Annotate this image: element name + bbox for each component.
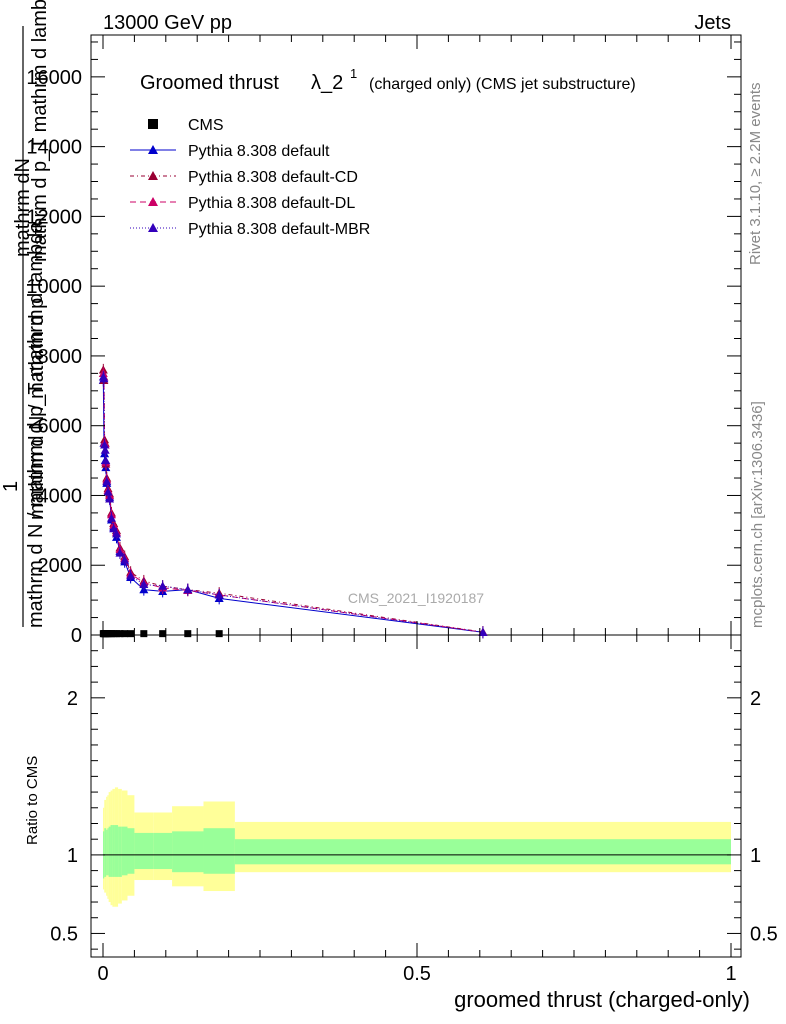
- main-panel: [98, 363, 488, 639]
- series-point: [115, 548, 125, 557]
- ratio-band-inner: [108, 826, 111, 877]
- series-point: [101, 456, 111, 465]
- legend-label: Pythia 8.308 default-CD: [188, 169, 358, 186]
- legend: CMS Pythia 8.308 default Pythia 8.308 defa…: [130, 117, 370, 238]
- y-tick-label: 4000: [38, 485, 83, 507]
- series-point: [112, 529, 122, 538]
- series-point: [158, 581, 168, 590]
- series-point: [100, 440, 110, 449]
- ratio-tick-label-right: 1: [750, 845, 761, 867]
- ratio-band-inner: [234, 839, 731, 865]
- series-point: [102, 477, 112, 486]
- y-label-one: 1: [0, 481, 22, 492]
- ratio-band-inner: [114, 825, 119, 877]
- series-point: [120, 555, 130, 564]
- title-superscript: 1: [350, 66, 357, 81]
- cms-data-point: [215, 630, 223, 638]
- y-tick-label: 16000: [26, 67, 82, 89]
- series-point: [106, 513, 116, 522]
- series-point: [105, 494, 115, 503]
- y-tick-label: 12000: [26, 206, 82, 228]
- ratio-plot-frame: [90, 634, 742, 958]
- legend-marker: [148, 145, 158, 154]
- series-point: [183, 585, 193, 594]
- ratio-band-inner: [106, 829, 108, 876]
- ratio-band-inner: [112, 825, 115, 877]
- ratio-band-inner: [121, 826, 128, 876]
- mcplots-label: mcplots.cern.ch [arXiv:1306.3436]: [749, 401, 766, 628]
- series-point: [99, 374, 109, 383]
- rivet-label: Rivet 3.1.10, ≥ 2.2M events: [747, 83, 764, 266]
- ratio-band-inner: [153, 832, 173, 870]
- legend-marker: [148, 197, 158, 206]
- legend-label: Pythia 8.308 default: [188, 143, 330, 160]
- x-axis-label: groomed thrust (charged-only): [454, 987, 750, 1012]
- cms-data-point: [116, 630, 124, 638]
- ratio-tick-label: 1: [67, 845, 78, 867]
- ratio-band-inner: [104, 828, 107, 877]
- analysis-watermark: CMS_2021_I1920187: [348, 590, 484, 606]
- legend-marker: [148, 223, 158, 232]
- series-point: [478, 627, 488, 636]
- ratio-panel: [103, 787, 731, 907]
- legend-marker: [148, 171, 158, 180]
- y-tick-label: 2000: [38, 555, 83, 577]
- plot-title: Groomed thrust λ_2 1 (charged only) (CMS…: [140, 66, 636, 94]
- header-left: 13000 GeV pp: [103, 12, 232, 34]
- cms-data-point: [121, 630, 129, 638]
- ratio-band-inner: [127, 828, 135, 874]
- y-label-numerator-2: mathrm d p_T mathrm d lambda: [29, 0, 51, 262]
- series-point: [109, 524, 119, 533]
- y-tick-label: 10000: [26, 276, 82, 298]
- ratio-tick-label-right: 0.5: [750, 923, 778, 945]
- title-symbol: λ_2: [311, 72, 343, 94]
- ratio-band-inner: [118, 826, 122, 877]
- y-tick-label: 0: [71, 625, 82, 647]
- legend-label: Pythia 8.308 default-MBR: [188, 221, 370, 238]
- title-main: Groomed thrust: [140, 72, 279, 94]
- cms-data-point: [140, 630, 148, 638]
- ratio-tick-label-right: 2: [750, 688, 761, 710]
- series-point: [100, 445, 110, 454]
- ratio-band-inner: [134, 832, 154, 870]
- legend-marker-cms: [148, 119, 158, 129]
- series-point: [103, 487, 113, 496]
- ratio-band-inner: [172, 831, 204, 873]
- ratio-axis-label: Ratio to CMS: [24, 756, 41, 845]
- cms-data-point: [159, 630, 167, 638]
- series-point: [126, 571, 136, 580]
- legend-label: CMS: [188, 117, 224, 134]
- y-tick-label: 6000: [38, 416, 83, 438]
- ratio-band-inner: [107, 828, 109, 876]
- y-label-fragment: mathrm d N / mathrm d p: [26, 298, 48, 520]
- series-point: [139, 579, 149, 589]
- ratio-band-inner: [203, 828, 235, 874]
- header-right: Jets: [694, 12, 731, 34]
- x-tick-label: 0.5: [403, 963, 431, 985]
- ratio-tick-label: 2: [67, 688, 78, 710]
- y-tick-label: 8000: [38, 346, 83, 368]
- axes: 0 2000 4000 6000 8000 10000 12000 14000 16000 0 0.…: [26, 35, 778, 985]
- title-small: (charged only) (CMS jet substructure): [369, 76, 636, 93]
- ratio-band-inner: [110, 825, 113, 877]
- y-tick-label: 14000: [26, 137, 82, 159]
- x-tick-label: 0: [97, 963, 108, 985]
- x-tick-label: 1: [725, 963, 736, 985]
- y-label-denominator: mathrm d N / mathrm d p_T mathrm d lambd…: [25, 221, 47, 628]
- cms-data-point: [127, 630, 135, 638]
- cms-data-point: [184, 630, 192, 638]
- ratio-tick-label: 0.5: [50, 923, 78, 945]
- legend-label: Pythia 8.308 default-DL: [188, 195, 355, 212]
- series-point: [214, 590, 224, 599]
